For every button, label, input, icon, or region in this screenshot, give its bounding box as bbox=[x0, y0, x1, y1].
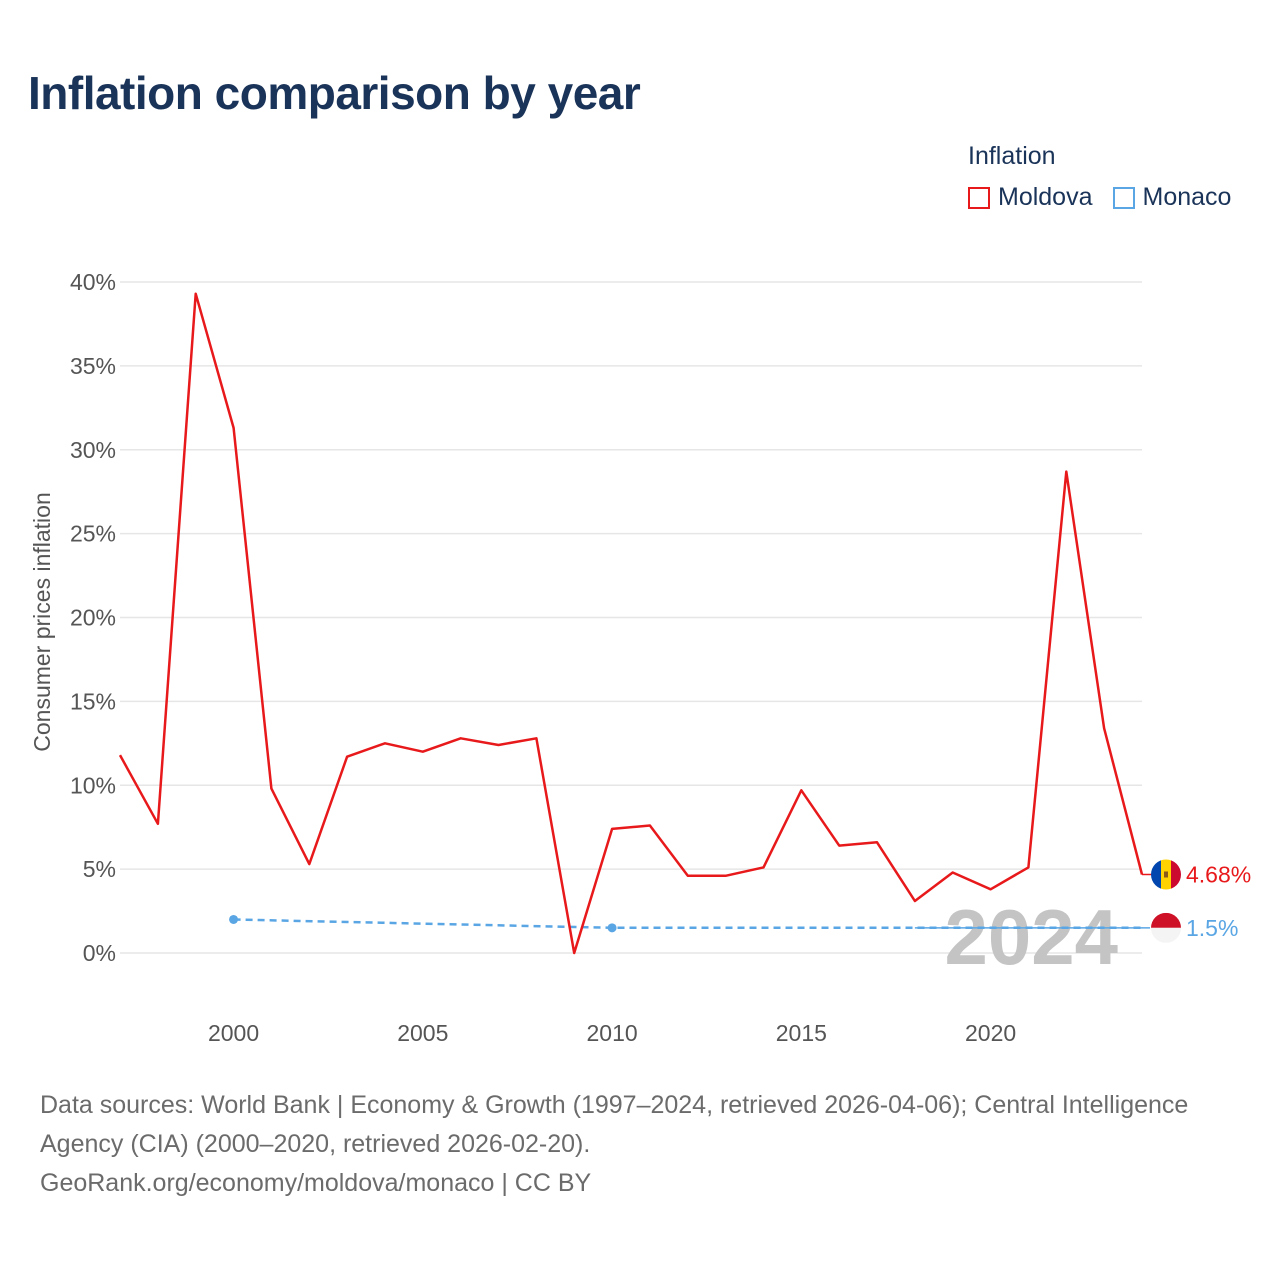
legend-item-monaco[interactable]: Monaco bbox=[1112, 183, 1232, 212]
y-tick-label: 10% bbox=[70, 772, 116, 798]
x-tick-label: 2015 bbox=[776, 1020, 827, 1046]
y-axis-label: Consumer prices inflation bbox=[29, 492, 55, 752]
monaco-flag-icon bbox=[1151, 912, 1181, 943]
data-point-monaco[interactable] bbox=[607, 923, 617, 933]
legend-swatch-moldova bbox=[968, 186, 990, 209]
y-tick-label: 5% bbox=[83, 856, 116, 882]
y-tick-label: 15% bbox=[70, 688, 116, 714]
legend-swatch-monaco bbox=[1112, 186, 1135, 209]
legend: Inflation Moldova Monaco bbox=[968, 142, 1231, 212]
y-tick-label: 40% bbox=[70, 269, 116, 295]
legend-item-moldova[interactable]: Moldova bbox=[968, 183, 1093, 212]
x-tick-label: 2000 bbox=[208, 1020, 259, 1046]
legend-title: Inflation bbox=[968, 142, 1056, 170]
y-tick-label: 35% bbox=[70, 353, 116, 379]
chart-title: Inflation comparison by year bbox=[28, 67, 641, 119]
end-label-moldova: 4.68% bbox=[1186, 861, 1251, 887]
x-tick-label: 2010 bbox=[586, 1020, 637, 1046]
x-tick-label: 2005 bbox=[397, 1020, 448, 1046]
y-tick-label: 0% bbox=[83, 940, 116, 966]
line-chart: 0% 5% 10% 15% 20% 25% 30% 35% 40% 2000 2005 2010 201… bbox=[29, 269, 1251, 1046]
legend-label-moldova: Moldova bbox=[998, 183, 1093, 211]
year-watermark: 2024 bbox=[944, 893, 1118, 981]
footer-sources: Data sources: World Bank | Economy & Gro… bbox=[40, 1091, 1189, 1158]
y-tick-label: 30% bbox=[70, 437, 116, 463]
series-line-moldova bbox=[118, 292, 1144, 955]
y-tick-label: 20% bbox=[70, 605, 116, 631]
end-label-monaco: 1.5% bbox=[1186, 915, 1238, 941]
footer: Data sources: World Bank | Economy & Gro… bbox=[40, 1086, 1250, 1203]
footer-url[interactable]: GeoRank.org/economy/moldova/monaco | CC … bbox=[40, 1169, 592, 1197]
data-point-monaco[interactable] bbox=[229, 914, 239, 924]
y-tick-label: 25% bbox=[70, 521, 116, 547]
legend-label-monaco: Monaco bbox=[1142, 183, 1232, 211]
moldova-flag-icon bbox=[1151, 859, 1181, 890]
x-tick-label: 2020 bbox=[965, 1020, 1016, 1046]
